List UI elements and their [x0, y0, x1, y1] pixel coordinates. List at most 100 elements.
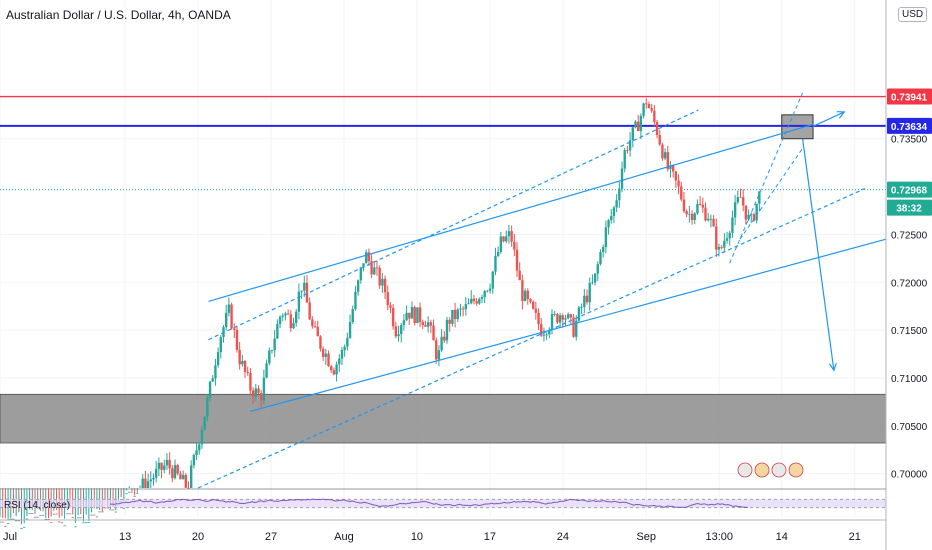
candle-body	[408, 312, 411, 319]
candle-body	[122, 507, 126, 509]
candle-body	[418, 307, 422, 322]
candle-body	[580, 306, 583, 308]
candle-body	[173, 465, 177, 479]
candle-body	[305, 282, 309, 303]
candle-body	[704, 207, 707, 221]
price-tick-label: 0.72000	[891, 278, 928, 289]
candle-body	[696, 203, 699, 214]
candle-body	[750, 214, 753, 216]
candle-body	[416, 307, 419, 324]
candle-body	[575, 320, 578, 337]
candle-body	[324, 353, 328, 357]
candle-body	[52, 513, 56, 515]
candle-body	[233, 328, 236, 330]
candle-body	[410, 307, 414, 319]
candle-body	[569, 314, 573, 318]
candle-body	[109, 509, 112, 511]
price-label-text: 38:32	[896, 204, 922, 215]
candle-body	[365, 252, 368, 264]
price-tick-label: 0.73500	[891, 135, 928, 146]
candle-body	[198, 444, 201, 451]
horizontal-levels[interactable]	[0, 95, 886, 191]
candle-body	[736, 197, 740, 203]
candle-body	[505, 236, 508, 242]
candle-body	[375, 267, 379, 269]
candle-body	[612, 207, 616, 216]
candle-body	[733, 202, 737, 218]
candle-body	[192, 455, 196, 466]
price-label-text: 0.73634	[891, 122, 928, 133]
candle-body	[577, 307, 581, 321]
candle-body	[650, 108, 653, 111]
candle-body	[200, 429, 204, 445]
event-flag-icon	[771, 462, 787, 478]
trendline-dashed-short-a	[729, 92, 804, 264]
rsi-pane	[0, 498, 886, 509]
candle-body	[216, 352, 220, 366]
candle-body	[6, 523, 10, 524]
candle-body	[206, 397, 209, 417]
candle-body	[265, 363, 268, 378]
candle-body	[55, 513, 58, 515]
candle-body	[25, 518, 29, 520]
candle-body	[755, 203, 758, 221]
candle-body	[114, 511, 117, 513]
candle-body	[321, 348, 325, 357]
time-tick-label: 27	[265, 531, 277, 543]
candle-body	[432, 325, 435, 341]
candle-body	[141, 478, 144, 488]
candle-body	[682, 199, 686, 212]
candle-body	[224, 312, 228, 328]
candle-body	[171, 468, 174, 479]
candle-body	[284, 313, 287, 316]
candle-body	[472, 298, 476, 302]
candle-body	[596, 264, 599, 274]
candle-body	[187, 487, 190, 489]
candle-body	[518, 270, 521, 281]
candle-body	[634, 121, 637, 128]
candle-body	[556, 313, 559, 323]
candles	[0, 98, 761, 529]
candle-body	[28, 513, 31, 514]
candle-body	[680, 186, 683, 200]
candle-body	[165, 459, 169, 466]
candle-body	[308, 302, 311, 320]
currency-button[interactable]: USD	[898, 7, 928, 22]
candle-body	[464, 304, 468, 310]
candle-body	[146, 481, 150, 488]
candle-body	[0, 521, 2, 523]
candle-body	[607, 220, 610, 228]
candle-body	[421, 321, 424, 325]
trendlines[interactable]	[197, 92, 887, 489]
price-label-text: 0.72968	[891, 186, 928, 197]
candle-body	[23, 526, 26, 528]
candle-body	[340, 349, 344, 359]
candle-body	[731, 217, 734, 233]
candle-body	[653, 110, 656, 122]
candle-body	[467, 303, 470, 305]
candle-body	[300, 290, 303, 292]
candle-body	[488, 288, 492, 291]
candle-body	[685, 211, 688, 215]
candle-body	[540, 324, 543, 336]
price-label-0: 0.73941	[887, 88, 932, 105]
projection-arrows[interactable]	[802, 112, 845, 370]
candle-body	[181, 474, 185, 480]
candle-body	[356, 280, 360, 292]
candle-body	[346, 337, 349, 347]
candle-body	[335, 364, 338, 375]
candle-body	[723, 240, 726, 248]
candle-body	[483, 291, 486, 298]
price-label-text: 0.73941	[891, 93, 928, 104]
candle-body	[593, 273, 597, 283]
trendline-dashed-short-b	[739, 148, 804, 240]
candle-body	[195, 450, 198, 456]
candle-body	[701, 204, 705, 208]
event-icons[interactable]	[737, 462, 804, 478]
candle-body	[76, 517, 80, 519]
candle-body	[386, 292, 389, 306]
candle-body	[752, 214, 756, 221]
candle-body	[391, 307, 395, 327]
